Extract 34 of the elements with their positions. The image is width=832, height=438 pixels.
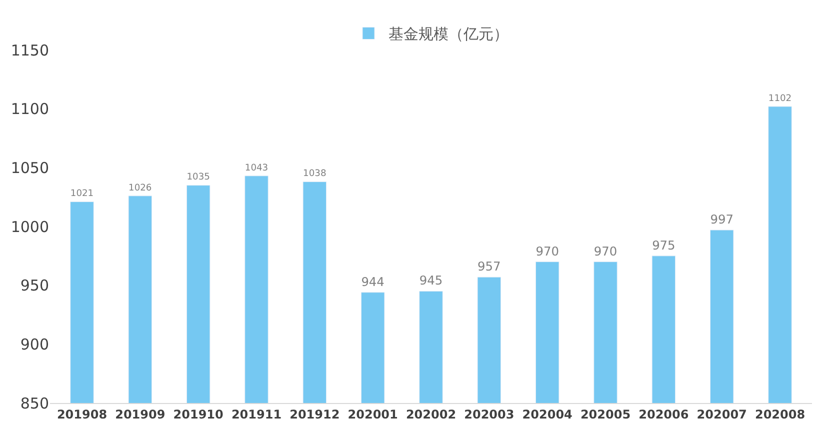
- data-label: 1102: [768, 94, 792, 104]
- x-tick-label: 202007: [696, 407, 747, 422]
- y-tick-label: 850: [20, 394, 49, 412]
- data-label: 970: [594, 244, 618, 258]
- legend-label: 基金规模（亿元）: [388, 25, 508, 44]
- data-label: 1021: [70, 189, 94, 200]
- data-label: 957: [478, 260, 501, 274]
- x-tick-label: 201911: [231, 407, 282, 422]
- data-label: 975: [652, 238, 676, 252]
- x-tick-label: 201909: [115, 407, 166, 422]
- y-tick-label: 1000: [10, 218, 49, 236]
- x-tick-label: 201910: [173, 407, 224, 422]
- x-tick-label: 201908: [56, 407, 108, 422]
- y-tick-label: 1150: [10, 41, 49, 60]
- x-tick-label: 202002: [406, 407, 456, 422]
- data-label: 945: [419, 274, 443, 288]
- x-tick-label: 202003: [464, 407, 514, 422]
- data-label: 1026: [128, 183, 152, 194]
- data-label: 970: [536, 244, 559, 258]
- data-label: 1035: [186, 172, 210, 183]
- x-tick-label: 202001: [348, 407, 398, 422]
- data-label: 1038: [303, 169, 326, 180]
- x-tick-label: 201912: [290, 407, 340, 422]
- x-tick-label: 202004: [522, 407, 572, 422]
- x-tick-label: 202005: [580, 407, 631, 422]
- x-tick-label: 202006: [638, 407, 689, 422]
- y-tick-label: 900: [20, 335, 49, 354]
- x-tick-label: 202008: [754, 407, 806, 422]
- data-label: 1043: [244, 163, 268, 174]
- data-label: 997: [710, 212, 734, 227]
- y-tick-label: 950: [20, 276, 49, 295]
- y-tick-label: 1100: [10, 100, 49, 118]
- data-label: 944: [361, 274, 385, 289]
- y-tick-label: 1050: [10, 158, 49, 177]
